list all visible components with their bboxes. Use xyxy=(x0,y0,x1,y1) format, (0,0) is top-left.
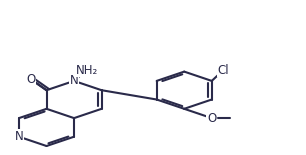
Text: O: O xyxy=(26,73,35,86)
Text: N: N xyxy=(70,74,78,87)
Text: NH₂: NH₂ xyxy=(76,64,98,77)
Text: Cl: Cl xyxy=(218,64,229,77)
Text: N: N xyxy=(15,130,23,143)
Text: O: O xyxy=(207,112,216,125)
